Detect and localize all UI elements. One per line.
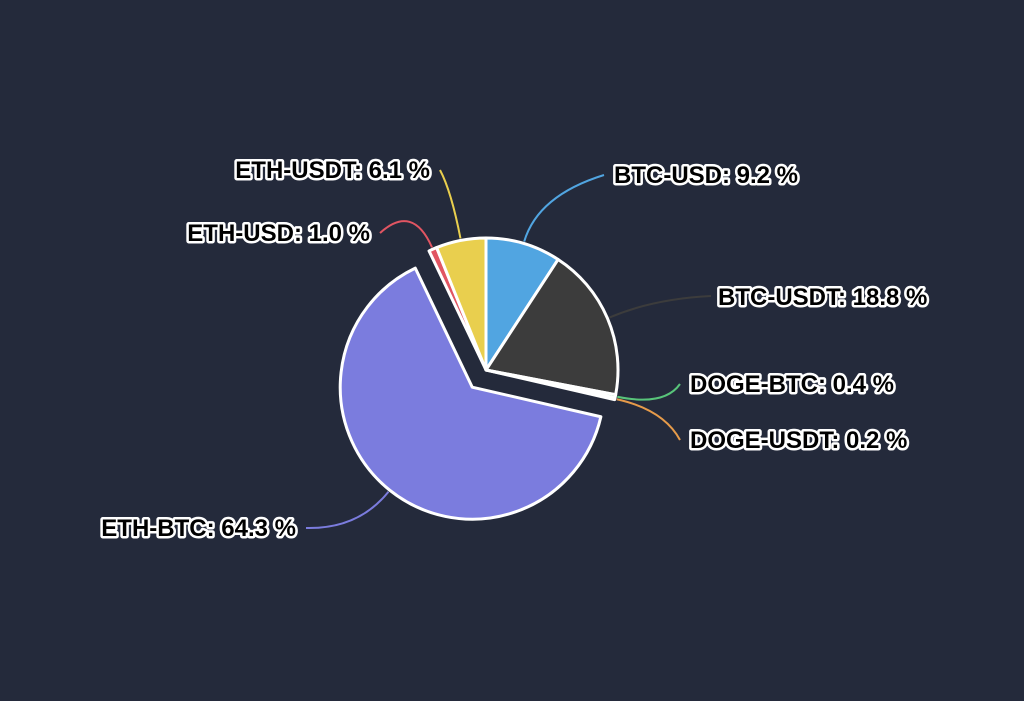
slice-label: BTC-USD: 9.2 % — [614, 162, 798, 189]
pie-chart-svg: BTC-USD: 9.2 % BTC-USDT: 18.8 % DOGE-BTC: … — [0, 0, 1024, 701]
pie-chart: BTC-USD: 9.2 % BTC-USDT: 18.8 % DOGE-BTC: … — [0, 0, 1024, 701]
slice-label: ETH-USDT: 6.1 % — [235, 157, 430, 184]
slice-label: DOGE-BTC: 0.4 % — [690, 371, 894, 398]
slice-label: ETH-USD: 1.0 % — [187, 220, 370, 247]
slice-label: ETH-BTC: 64.3 % — [101, 515, 296, 542]
slice-label: DOGE-USDT: 0.2 % — [690, 427, 907, 454]
slice-label: BTC-USDT: 18.8 % — [718, 284, 927, 311]
